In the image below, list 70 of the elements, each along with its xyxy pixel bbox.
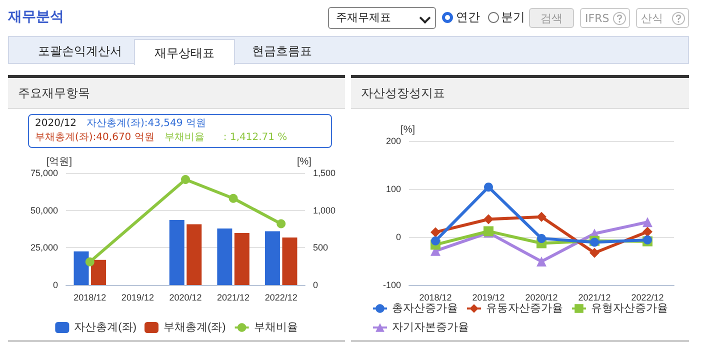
y-axis-title: [억원] xyxy=(46,156,72,168)
y2-tick-label: 1,000 xyxy=(313,205,336,216)
y2-tick-label: 0 xyxy=(313,280,318,290)
point xyxy=(484,182,493,192)
point xyxy=(536,256,546,266)
x-tick-label: 2019/12 xyxy=(121,292,154,302)
x-tick-label: 2020/12 xyxy=(525,292,558,302)
legend-label: 부채총계(좌) xyxy=(164,322,226,334)
legend-label: 유동자산증가율 xyxy=(486,302,563,314)
bar xyxy=(264,231,280,285)
text: 2020/12 xyxy=(35,117,77,131)
text: 재무분석 xyxy=(8,8,64,26)
y2-axis-title: [%] xyxy=(297,156,312,168)
x-tick-label: 2020/12 xyxy=(169,292,202,302)
chart-title: 주요재무항목 xyxy=(8,78,345,109)
bar xyxy=(186,224,202,285)
text: 분기 xyxy=(501,9,525,26)
legend-label: 자기자본증가율 xyxy=(392,322,469,334)
text: 현금흐름표 xyxy=(251,43,313,60)
bar xyxy=(91,260,106,285)
text: IFRS xyxy=(580,8,630,28)
y2-tick-label: 1,500 xyxy=(313,168,336,178)
point xyxy=(430,227,440,238)
text: 재무상태표 xyxy=(134,39,235,65)
y-tick-label: 200 xyxy=(386,136,401,146)
y-tick-label: -100 xyxy=(382,280,401,290)
point xyxy=(642,217,652,228)
x-tick-label: 2021/12 xyxy=(578,292,611,302)
legend-label: 자산총계(좌) xyxy=(74,322,136,334)
y-tick-label: 0 xyxy=(52,280,58,290)
text: 산식 xyxy=(636,8,689,28)
legend-label: 부채비율 xyxy=(254,322,298,334)
chart-title: 자산성장성지표 xyxy=(351,78,689,109)
text: 검색 xyxy=(529,8,574,28)
y-axis-title: [%] xyxy=(400,124,416,136)
x-tick-label: 2022/12 xyxy=(631,292,664,302)
text: 부채총계(좌):40,670 억원 xyxy=(35,131,154,145)
legend-label: 총자산증가율 xyxy=(392,302,458,314)
point xyxy=(537,234,546,243)
y-tick-label: 25,000 xyxy=(30,242,58,253)
text: 자산총계(좌):43,549 억원 xyxy=(86,117,206,131)
y-tick-label: 50,000 xyxy=(30,205,58,216)
point xyxy=(590,248,600,258)
point xyxy=(228,194,238,203)
text: 포괄손익계산서 xyxy=(37,43,123,60)
x-tick-label: 2018/12 xyxy=(419,292,452,302)
text: 주재무제표 xyxy=(328,7,436,29)
point xyxy=(276,219,286,228)
text: 부채비율 : 1,412.71 % xyxy=(164,131,288,145)
point xyxy=(536,212,546,222)
x-tick-label: 2019/12 xyxy=(472,292,505,302)
y2-tick-label: 500 xyxy=(313,242,328,253)
bar xyxy=(282,238,298,285)
y-tick-label: 75,000 xyxy=(30,168,58,178)
point xyxy=(181,175,190,184)
y-tick-label: 0 xyxy=(396,232,401,242)
point xyxy=(431,236,440,246)
bar xyxy=(234,233,250,285)
y-tick-label: 100 xyxy=(386,184,401,194)
bar xyxy=(169,220,184,285)
point xyxy=(642,226,652,237)
legend-label: 유형자산증가율 xyxy=(591,302,668,314)
point xyxy=(85,257,94,266)
text: 연간 xyxy=(456,9,480,26)
x-tick-label: 2021/12 xyxy=(217,292,250,302)
x-tick-label: 2018/12 xyxy=(74,292,106,302)
bar xyxy=(74,251,89,285)
x-tick-label: 2022/12 xyxy=(264,292,298,302)
bar xyxy=(217,228,232,285)
point xyxy=(484,214,494,224)
